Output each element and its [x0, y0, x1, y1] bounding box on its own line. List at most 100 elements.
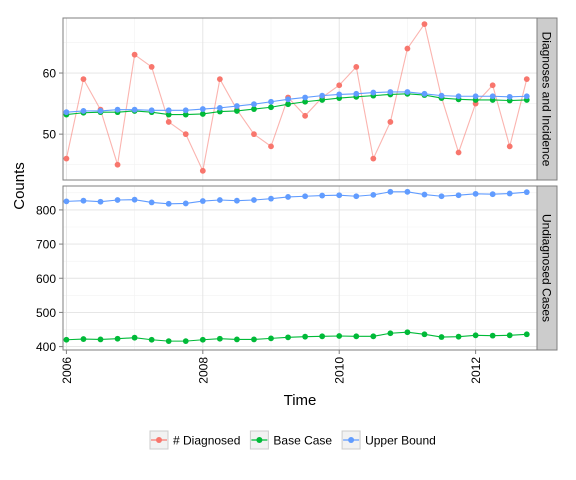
data-point — [199, 198, 206, 204]
data-point — [370, 89, 377, 96]
data-point — [80, 197, 87, 204]
y-tick-label: 700 — [36, 238, 56, 252]
data-point — [165, 107, 172, 114]
data-point — [97, 336, 104, 343]
data-point — [63, 155, 70, 162]
facet-strip-background — [536, 185, 558, 351]
data-point — [251, 106, 257, 112]
panel-background — [63, 186, 537, 350]
series-upper-bound — [63, 188, 530, 207]
data-point — [370, 191, 377, 198]
data-point — [472, 190, 479, 197]
data-point — [148, 107, 155, 114]
x-tick-label: 2012 — [469, 357, 483, 384]
y-tick-label: 60 — [43, 67, 57, 81]
data-point — [131, 51, 138, 58]
data-point — [114, 335, 121, 342]
data-point — [131, 196, 138, 203]
y-tick-label: 600 — [36, 272, 56, 286]
data-point — [268, 104, 274, 111]
data-point — [421, 90, 428, 97]
series-base-case — [63, 329, 530, 345]
data-point — [404, 188, 411, 195]
data-point — [489, 191, 496, 198]
data-point — [199, 106, 206, 112]
data-point — [336, 82, 343, 89]
facet-strip-label: Undiagnosed Cases — [540, 214, 554, 322]
data-point — [353, 333, 360, 340]
series-line — [66, 93, 527, 116]
series-base-case — [63, 90, 530, 118]
data-point — [199, 167, 206, 174]
data-point — [336, 192, 343, 199]
y-tick-label: 500 — [36, 306, 56, 320]
series-line — [65, 22, 528, 173]
data-point — [251, 101, 257, 108]
data-point — [285, 96, 291, 103]
data-point — [523, 189, 530, 196]
series-line — [66, 331, 527, 342]
data-point — [268, 195, 274, 202]
y-tick-label: 400 — [36, 340, 56, 354]
legend-key-point — [256, 437, 263, 443]
data-point — [489, 93, 496, 100]
data-point — [523, 76, 530, 83]
data-point — [421, 21, 428, 28]
data-point — [472, 93, 479, 100]
x-axis-title: Time — [284, 392, 317, 409]
data-point — [165, 338, 172, 345]
data-point — [268, 98, 274, 105]
data-point — [438, 334, 445, 340]
data-point — [285, 101, 291, 108]
data-point — [302, 94, 309, 101]
data-point — [387, 330, 394, 337]
data-point — [336, 91, 343, 98]
data-point — [489, 332, 496, 339]
data-point — [80, 108, 87, 114]
data-point — [404, 329, 411, 336]
data-point — [114, 106, 121, 113]
data-point — [472, 332, 479, 339]
data-point — [319, 192, 326, 199]
data-point — [63, 336, 70, 343]
data-point — [506, 332, 513, 339]
data-point — [234, 103, 240, 109]
data-point — [216, 104, 223, 111]
series-upper-bound — [63, 89, 530, 116]
data-point — [165, 200, 172, 207]
series-line — [66, 191, 527, 205]
legend: # Diagnosed Base Case Upper Bound — [149, 430, 436, 450]
legend-label: Upper Bound — [365, 434, 436, 448]
data-point — [182, 200, 189, 207]
data-point — [234, 108, 240, 114]
data-point — [438, 92, 445, 99]
legend-item-base-case: Base Case — [249, 430, 332, 450]
panel-diagnoses-and-incidence: 50 60 Diagnoses and Incidence — [43, 17, 558, 181]
data-point — [63, 109, 70, 116]
data-point — [302, 333, 309, 340]
data-point — [319, 97, 326, 103]
data-point — [234, 336, 240, 343]
data-point — [506, 93, 513, 100]
x-axis: 2006 2008 2010 2012 — [60, 350, 483, 384]
facet-strip: Diagnoses and Incidence — [536, 17, 558, 181]
data-point — [182, 111, 189, 118]
legend-item-diagnosed: # Diagnosed — [149, 430, 240, 450]
data-point — [268, 143, 274, 150]
legend-key-point — [156, 437, 162, 443]
data-point — [319, 333, 326, 340]
data-point — [182, 107, 189, 114]
data-point — [148, 64, 155, 70]
data-point — [523, 93, 530, 100]
data-point — [302, 98, 309, 105]
data-point — [182, 131, 189, 138]
legend-key-point — [348, 437, 355, 443]
y-tick-label: 800 — [36, 203, 56, 217]
facet-strip-background — [536, 17, 558, 181]
data-point — [148, 199, 155, 206]
data-point — [97, 198, 104, 205]
data-point — [523, 331, 530, 338]
data-point — [404, 89, 411, 95]
data-point — [131, 334, 138, 341]
